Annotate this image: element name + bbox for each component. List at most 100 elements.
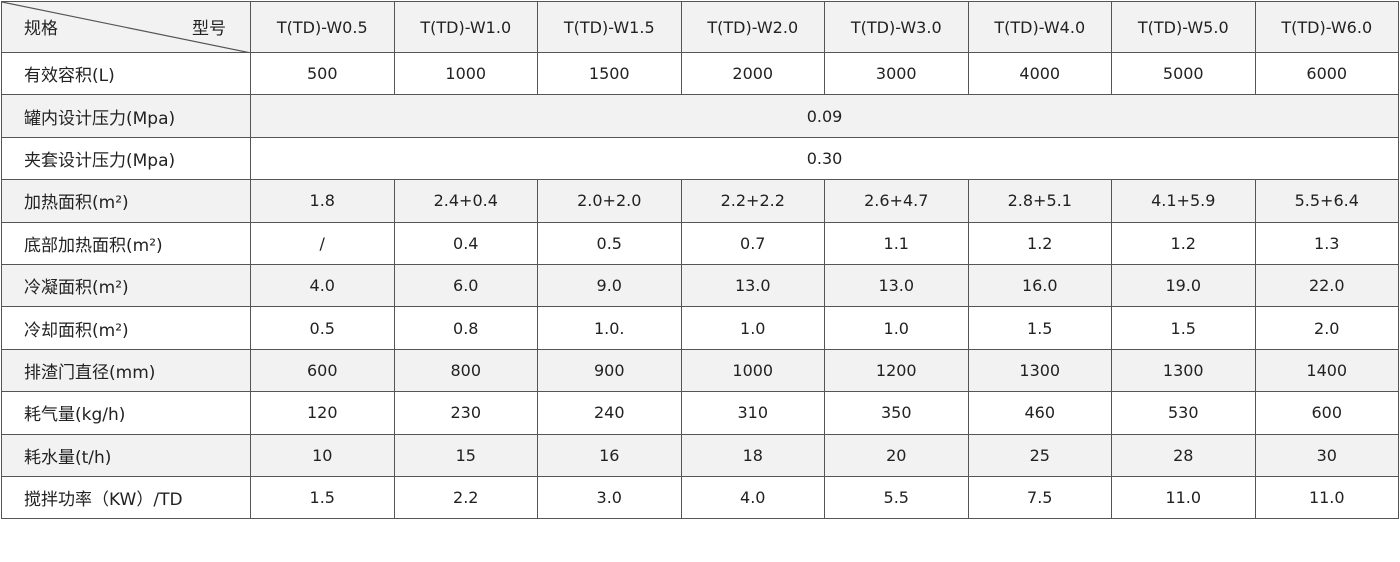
- cell: 10: [250, 433, 395, 477]
- cell: 350: [824, 391, 969, 435]
- row-label: 冷却面积(m²): [1, 306, 251, 350]
- cell: 0.30: [250, 136, 1399, 181]
- cell: 13.0: [824, 263, 969, 308]
- cell: 0.5: [250, 306, 395, 350]
- cell: 1200: [824, 348, 969, 393]
- column-header: T(TD)-W6.0: [1254, 1, 1399, 53]
- table-row: 底部加热面积(m²)/0.4 0.5 0.7 1.1 1.2 1.2 1.3: [1, 221, 1399, 265]
- spec-table-wrap: 规格 型号 T(TD)-W0.5 T(TD)-W1.0 T(TD)-W1.5 T(TD…: [1, 1, 1399, 520]
- cell: 0.09: [250, 94, 1399, 138]
- cell: 0.5: [537, 221, 682, 265]
- cell: 28: [1111, 433, 1256, 477]
- cell: 1.8: [250, 179, 395, 223]
- cell: 1500: [537, 51, 682, 96]
- cell: /: [250, 221, 395, 265]
- table-row: 排渣门直径(mm) 600 800 900 1000 1200 1300 1300 1400: [1, 348, 1399, 393]
- cell: 30: [1254, 433, 1399, 477]
- cell: 20: [824, 433, 969, 477]
- cell: 5.5+6.4: [1254, 179, 1399, 223]
- column-header: T(TD)-W3.0: [824, 1, 969, 53]
- cell: 9.0: [537, 263, 682, 308]
- cell: 2000: [680, 51, 825, 96]
- cell: 600: [1254, 391, 1399, 435]
- cell: 530: [1111, 391, 1256, 435]
- cell: 2.4+0.4: [393, 179, 538, 223]
- table-row: 搅拌功率（KW）/TD 1.5 2.2 3.0 4.0 5.5 7.5 11.0 11.0: [1, 475, 1399, 520]
- cell: 1000: [680, 348, 825, 393]
- cell: 3000: [824, 51, 969, 96]
- corner-right: 型号: [192, 19, 226, 39]
- cell: 4.0: [250, 263, 395, 308]
- cell: 2.2+2.2: [680, 179, 825, 223]
- table-row: 夹套设计压力(Mpa) 0.30: [1, 136, 1399, 181]
- cell: 230: [393, 391, 538, 435]
- spec-table: 规格 型号 T(TD)-W0.5 T(TD)-W1.0 T(TD)-W1.5 T(TD…: [1, 1, 1399, 520]
- column-header: T(TD)-W4.0: [967, 1, 1112, 53]
- cell: 3.0: [537, 475, 682, 520]
- table-row: 耗气量(kg/h) 120 230 240 310 350 460 530 600: [1, 391, 1399, 435]
- cell: 1300: [1111, 348, 1256, 393]
- row-label: 耗气量(kg/h): [1, 391, 251, 435]
- cell: 5.5: [824, 475, 969, 520]
- cell: 4.1+5.9: [1111, 179, 1256, 223]
- cell: 2.6+4.7: [824, 179, 969, 223]
- row-label: 夹套设计压力(Mpa): [1, 136, 251, 181]
- cell: 1000: [393, 51, 538, 96]
- cell: 16: [537, 433, 682, 477]
- cell: 1.5: [1111, 306, 1256, 350]
- cell: 1.5: [967, 306, 1112, 350]
- table-row: 冷凝面积(m²) 4.0 6.0 9.0 13.0 13.0 16.0 19.0 22.0: [1, 263, 1399, 308]
- cell: 19.0: [1111, 263, 1256, 308]
- cell: 18: [680, 433, 825, 477]
- row-label: 排渣门直径(mm): [1, 348, 251, 393]
- header-row: 规格 型号 T(TD)-W0.5 T(TD)-W1.0 T(TD)-W1.5 T(TD…: [1, 1, 1399, 53]
- cell: 240: [537, 391, 682, 435]
- cell: 1.0: [680, 306, 825, 350]
- cell: 500: [250, 51, 395, 96]
- table-row: 耗水量(t/h) 10 15 16 18 20 25 28 30: [1, 433, 1399, 477]
- cell: 11.0: [1254, 475, 1399, 520]
- table-row: 加热面积(m²) 1.8 2.4+0.4 2.0+2.0 2.2+2.2 2.6+4.7 2…: [1, 179, 1399, 223]
- cell: 310: [680, 391, 825, 435]
- row-label: 耗水量(t/h): [1, 433, 251, 477]
- table-row: 有效容积(L) 500 1000 1500 2000 3000 4000 5000 6000: [1, 51, 1399, 96]
- cell: 1.0: [824, 306, 969, 350]
- cell: 460: [967, 391, 1112, 435]
- column-header: T(TD)-W0.5: [250, 1, 395, 53]
- cell: 25: [967, 433, 1112, 477]
- cell: 6.0: [393, 263, 538, 308]
- cell: 4000: [967, 51, 1112, 96]
- row-label: 冷凝面积(m²): [1, 263, 251, 308]
- cell: 1300: [967, 348, 1112, 393]
- cell: 4.0: [680, 475, 825, 520]
- table-row: 罐内设计压力(Mpa) 0.09: [1, 94, 1399, 138]
- cell: 600: [250, 348, 395, 393]
- cell: 11.0: [1111, 475, 1256, 520]
- corner-cell: 规格 型号: [1, 1, 251, 53]
- cell: 0.7: [680, 221, 825, 265]
- cell: 6000: [1254, 51, 1399, 96]
- cell: 22.0: [1254, 263, 1399, 308]
- cell: 16.0: [967, 263, 1112, 308]
- row-label: 有效容积(L): [1, 51, 251, 96]
- row-label: 底部加热面积(m²): [1, 221, 251, 265]
- table-row: 冷却面积(m²) 0.5 0.8 1.0. 1.0 1.0 1.5 1.5 2.0: [1, 306, 1399, 350]
- cell: 2.2: [393, 475, 538, 520]
- cell: 1.5: [250, 475, 395, 520]
- cell: 1.1: [824, 221, 969, 265]
- row-label: 罐内设计压力(Mpa): [1, 94, 251, 138]
- cell: 5000: [1111, 51, 1256, 96]
- cell: 2.8+5.1: [967, 179, 1112, 223]
- cell: 120: [250, 391, 395, 435]
- cell: 2.0+2.0: [537, 179, 682, 223]
- cell: 1.0.: [537, 306, 682, 350]
- cell: 1400: [1254, 348, 1399, 393]
- cell: 1.3: [1254, 221, 1399, 265]
- row-label: 搅拌功率（KW）/TD: [1, 475, 251, 520]
- cell: 800: [393, 348, 538, 393]
- cell: 1.2: [967, 221, 1112, 265]
- column-header: T(TD)-W1.0: [393, 1, 538, 53]
- corner-left: 规格: [24, 19, 58, 39]
- cell: 0.4: [393, 221, 538, 265]
- cell: 0.8: [393, 306, 538, 350]
